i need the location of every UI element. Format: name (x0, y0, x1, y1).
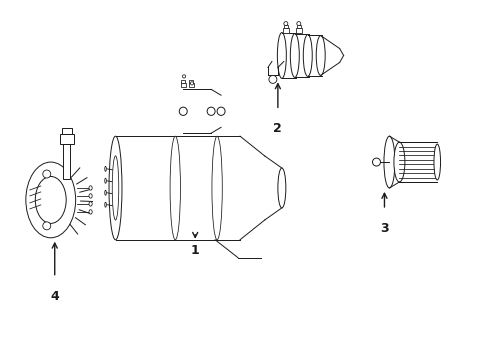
Ellipse shape (112, 156, 119, 220)
Bar (296, 28, 302, 32)
Ellipse shape (217, 107, 225, 116)
Bar (190, 80, 193, 84)
Ellipse shape (105, 178, 106, 183)
Bar (60, 134, 74, 144)
Ellipse shape (89, 186, 92, 190)
Ellipse shape (105, 202, 106, 207)
Ellipse shape (212, 136, 222, 240)
Ellipse shape (284, 22, 288, 26)
Bar (189, 84, 194, 87)
Bar (296, 24, 301, 28)
Ellipse shape (290, 33, 299, 77)
Ellipse shape (105, 166, 106, 171)
Polygon shape (63, 144, 70, 179)
Ellipse shape (316, 36, 325, 75)
Ellipse shape (372, 158, 380, 166)
Ellipse shape (207, 107, 215, 116)
Text: 1: 1 (191, 244, 199, 257)
Ellipse shape (278, 168, 286, 208)
Text: 3: 3 (380, 222, 389, 235)
Text: 4: 4 (50, 289, 59, 302)
Ellipse shape (384, 136, 395, 188)
Ellipse shape (26, 162, 75, 238)
Ellipse shape (269, 75, 277, 84)
Text: 2: 2 (273, 122, 282, 135)
Bar (284, 24, 288, 28)
Ellipse shape (277, 32, 286, 78)
Ellipse shape (303, 35, 312, 76)
Ellipse shape (434, 144, 441, 180)
Ellipse shape (89, 194, 92, 198)
Ellipse shape (89, 210, 92, 214)
Bar (283, 28, 289, 32)
Ellipse shape (109, 136, 122, 240)
Ellipse shape (35, 176, 66, 224)
Bar (181, 84, 186, 87)
Ellipse shape (43, 170, 51, 178)
Ellipse shape (191, 82, 194, 85)
Ellipse shape (394, 142, 405, 182)
Bar (181, 80, 185, 84)
Ellipse shape (182, 75, 186, 78)
Ellipse shape (89, 202, 92, 206)
Ellipse shape (170, 136, 180, 240)
Bar (62, 128, 72, 134)
Ellipse shape (297, 22, 301, 26)
Ellipse shape (43, 222, 51, 230)
Ellipse shape (179, 107, 187, 116)
Ellipse shape (105, 190, 106, 195)
